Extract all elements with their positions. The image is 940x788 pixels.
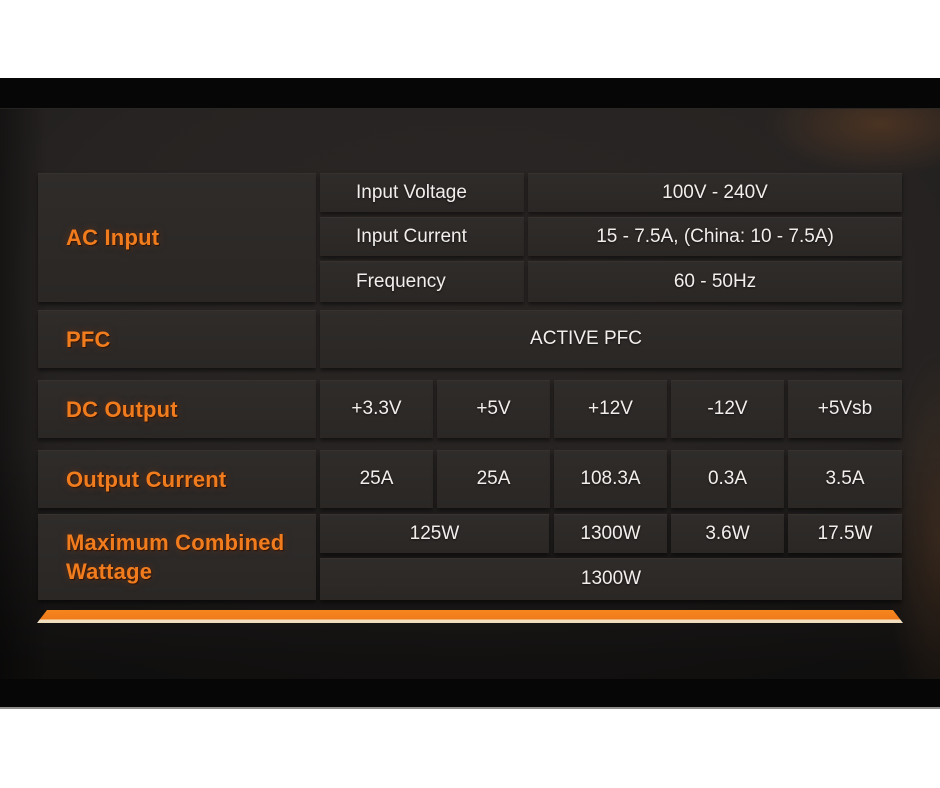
current-3v3: 25A bbox=[320, 450, 433, 508]
orange-accent-bar bbox=[37, 610, 903, 623]
current-neg12v: 0.3A bbox=[671, 450, 784, 508]
value-input-current: 15 - 7.5A, (China: 10 - 7.5A) bbox=[528, 217, 902, 256]
subrow-label-input-voltage: Input Voltage bbox=[320, 173, 524, 212]
current-5v: 25A bbox=[437, 450, 550, 508]
current-5vsb: 3.5A bbox=[788, 450, 902, 508]
current-12v: 108.3A bbox=[554, 450, 667, 508]
subrow-label-input-current: Input Current bbox=[320, 217, 524, 256]
rail-neg12v: -12V bbox=[671, 380, 784, 438]
row-label-pfc: PFC bbox=[38, 310, 316, 368]
value-frequency: 60 - 50Hz bbox=[528, 261, 902, 302]
wattage-3v3-5v-combined: 125W bbox=[320, 514, 549, 553]
row-label-ac-input: AC Input bbox=[38, 173, 316, 302]
value-input-voltage: 100V - 240V bbox=[528, 173, 902, 212]
pfc-value-text: ACTIVE PFC bbox=[530, 328, 642, 349]
wattage-total: 1300W bbox=[320, 558, 902, 600]
wattage-5vsb: 17.5W bbox=[788, 514, 902, 553]
row-label-dc-output: DC Output bbox=[38, 380, 316, 438]
rail-12v: +12V bbox=[554, 380, 667, 438]
wattage-neg12v: 3.6W bbox=[671, 514, 784, 553]
spec-table: AC Input Input Voltage 100V - 240V Input… bbox=[38, 173, 902, 600]
wattage-12v: 1300W bbox=[554, 514, 667, 553]
rail-5vsb: +5Vsb bbox=[788, 380, 902, 438]
rail-3v3: +3.3V bbox=[320, 380, 433, 438]
row-label-max-combined-wattage: Maximum Combined Wattage bbox=[38, 514, 316, 600]
value-pfc: ACTIVE PFC bbox=[320, 310, 902, 368]
photo-area: AC Input Input Voltage 100V - 240V Input… bbox=[0, 78, 940, 709]
rail-5v: +5V bbox=[437, 380, 550, 438]
spec-slide: AC Input Input Voltage 100V - 240V Input… bbox=[0, 108, 940, 679]
subrow-label-frequency: Frequency bbox=[320, 261, 524, 302]
row-label-output-current: Output Current bbox=[38, 450, 316, 508]
